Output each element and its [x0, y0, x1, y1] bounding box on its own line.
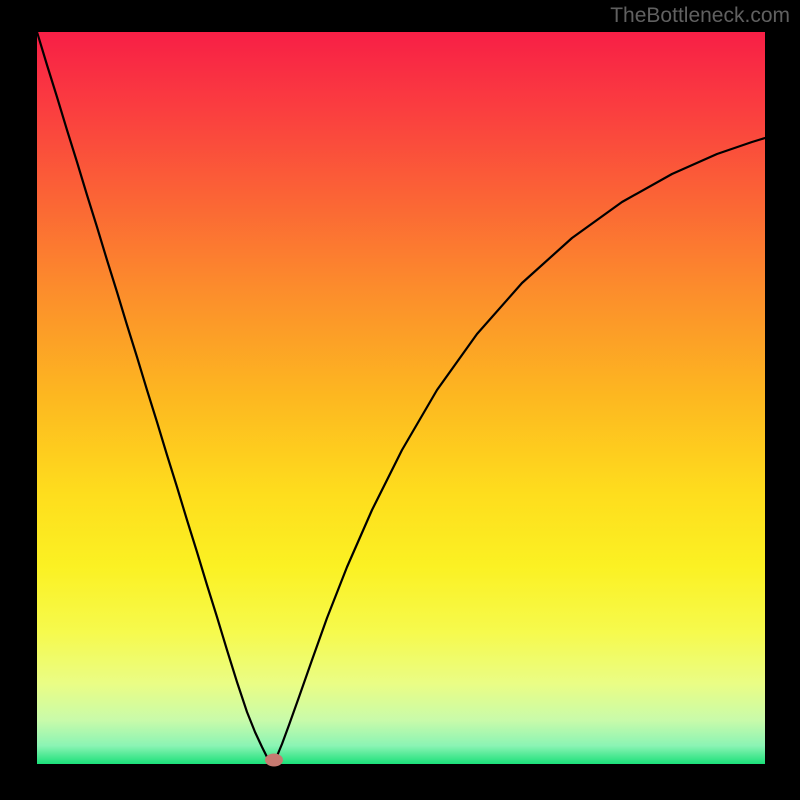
minimum-marker: [265, 753, 283, 766]
chart-container: TheBottleneck.com: [0, 0, 800, 800]
watermark-text: TheBottleneck.com: [610, 4, 790, 28]
plot-area: [37, 32, 765, 764]
bottleneck-curve: [37, 32, 765, 764]
